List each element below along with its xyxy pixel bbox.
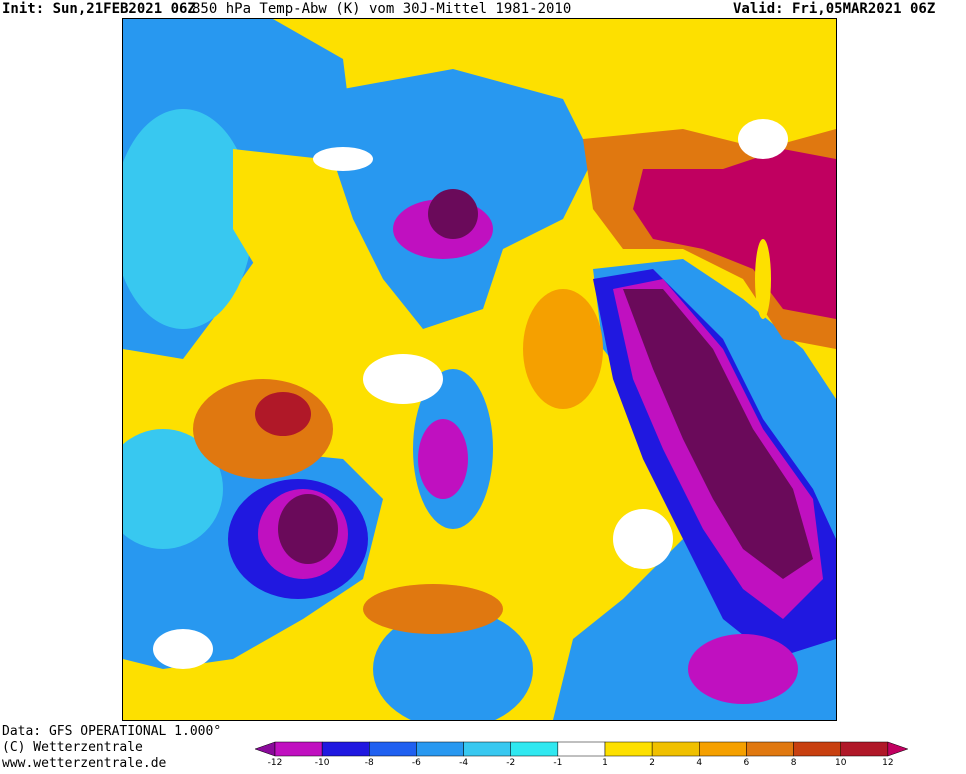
neutral-zone-siberia [738,119,788,159]
colorbar-tick-label: -1 [553,758,563,768]
colorbar-segment [793,741,841,757]
colorbar-tick-label: -2 [506,758,516,768]
website-link[interactable]: www.wetterzentrale.de [2,756,167,771]
colorbar-segment [321,741,370,757]
colorbar-svg [254,741,909,757]
colorbar-segment [463,741,511,757]
colorbar-segment [557,741,606,757]
colorbar-segment [840,741,889,757]
north-pacific-warm [233,149,343,279]
colorbar-tick-label: 8 [790,758,797,768]
colorbar-tick-label: -10 [314,758,330,768]
colorbar-segment [604,741,653,757]
copyright-label: (C) Wetterzentrale [2,740,143,755]
colorbar-segment [699,741,747,757]
pacific-light-blue [123,109,253,329]
colorbar-tick-label: -12 [267,758,283,768]
colorbar-segment [274,741,323,757]
colorbar-tick-label: -6 [411,758,421,768]
america-deep-core [278,494,338,564]
europe-warm-band [523,289,603,409]
colorbar-tick-label: 4 [696,758,703,768]
south-asia-magenta [688,634,798,704]
colorbar-tick-label: -8 [364,758,374,768]
colorbar-tick-label: 12 [882,758,894,768]
colorbar-segment [887,741,909,757]
greenland-cold-core [418,419,468,499]
alaska-hot-core [255,392,311,436]
anomaly-map-svg [123,19,836,720]
asia-deep-trough [623,289,813,579]
siberia-hot-region [633,149,836,319]
colorbar-tick-label: 1 [602,758,608,768]
colorbar-segment [651,741,700,757]
neutral-zone-arctic [363,354,443,404]
valid-time-label: Valid: Fri,05MAR2021 06Z [733,1,936,17]
colorbar: -12 -10 -8 -6 -4 -2 -1 1 2 4 6 8 10 12 [254,740,965,774]
atlantic-warm-band [363,584,503,634]
neutral-zone-north [313,147,373,171]
colorbar-tick-label: -4 [459,758,469,768]
atlantic-cold-patch [373,609,533,720]
alaska-light-blue [123,429,223,549]
map-title: 850 hPa Temp-Abw (K) vom 30J-Mittel 1981… [192,1,572,17]
colorbar-tick-label: 6 [743,758,750,768]
colorbar-segment [254,741,276,757]
colorbar-tick-label: 10 [834,758,847,768]
neutral-zone-alaska [153,629,213,669]
arctic-deep-core [428,189,478,239]
init-time-label: Init: Sun,21FEB2021 06Z [2,1,196,17]
siberia-warm-streak [755,239,771,319]
colorbar-tick-label: 2 [649,758,656,768]
anomaly-map [122,18,837,721]
data-source-label: Data: GFS OPERATIONAL 1.000° [2,724,222,739]
colorbar-segment [746,741,794,757]
colorbar-segment [369,741,417,757]
colorbar-segment [416,741,464,757]
colorbar-segment [510,741,559,757]
neutral-zone-east [613,509,673,569]
